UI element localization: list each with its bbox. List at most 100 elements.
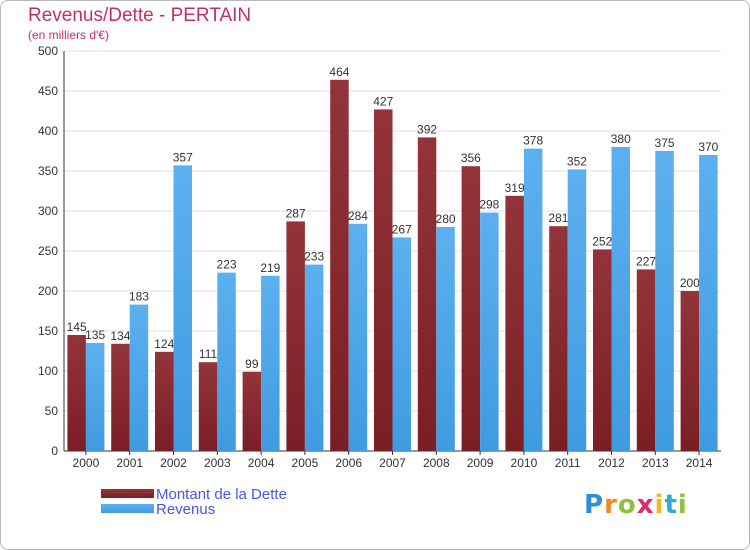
data-label-debt: 124 — [154, 337, 174, 351]
brand-logo-letter: o — [617, 490, 637, 520]
x-tick-label: 2001 — [116, 456, 143, 470]
brand-logo-letter: P — [584, 490, 605, 520]
legend-label-revenue: Revenus — [156, 501, 216, 518]
bar-revenue — [699, 155, 718, 451]
data-label-debt: 356 — [461, 151, 481, 165]
data-label-debt: 134 — [110, 329, 130, 343]
data-label-debt: 252 — [592, 234, 612, 248]
brand-logo: Proxiti — [584, 490, 688, 520]
x-tick-label: 2008 — [423, 456, 450, 470]
brand-logo-letter: i — [677, 490, 688, 520]
data-label-revenue: 223 — [217, 258, 237, 272]
x-tick-label: 2000 — [73, 456, 100, 470]
bar-revenue — [611, 147, 630, 451]
bar-debt — [374, 109, 393, 452]
bar-revenue — [392, 237, 411, 451]
chart-title: Revenus/Dette - PERTAIN — [28, 5, 252, 26]
x-tick-label: 2013 — [642, 456, 669, 470]
data-label-revenue: 375 — [655, 136, 675, 150]
bar-revenue — [173, 165, 192, 451]
bar-debt — [111, 343, 130, 451]
y-tick-label: 200 — [38, 284, 58, 298]
brand-logo-letter: x — [636, 490, 655, 520]
y-tick-label: 400 — [38, 124, 58, 138]
data-label-debt: 145 — [67, 320, 87, 334]
bar-revenue — [655, 151, 674, 451]
legend-swatch-debt — [101, 489, 154, 498]
bar-revenue — [85, 343, 105, 451]
data-label-revenue: 357 — [173, 150, 193, 164]
bar-revenue — [567, 169, 587, 451]
data-label-debt: 464 — [329, 65, 349, 79]
bar-revenue — [261, 275, 280, 451]
bar-debt — [505, 195, 524, 451]
x-tick-label: 2012 — [598, 456, 625, 470]
bar-debt — [549, 226, 568, 451]
bar-debt — [461, 166, 481, 451]
x-tick-label: 2010 — [511, 456, 538, 470]
bar-debt — [417, 137, 437, 451]
x-tick-label: 2002 — [160, 456, 187, 470]
bar-debt — [242, 371, 262, 451]
legend-swatch-revenue — [101, 504, 154, 513]
bar-revenue — [217, 272, 236, 451]
data-label-revenue: 219 — [260, 261, 280, 275]
bar-debt — [198, 362, 218, 451]
bar-debt — [680, 291, 700, 451]
x-tick-label: 2006 — [335, 456, 362, 470]
data-label-debt: 281 — [548, 211, 568, 225]
data-label-debt: 99 — [245, 357, 259, 371]
data-label-revenue: 183 — [129, 290, 149, 304]
y-tick-label: 300 — [38, 204, 58, 218]
data-label-revenue: 298 — [479, 198, 499, 212]
chart-subtitle: (en milliers d'€) — [28, 28, 109, 42]
bar-debt — [67, 335, 86, 451]
x-tick-label: 2007 — [379, 456, 406, 470]
legend-label-debt: Montant de la Dette — [156, 486, 287, 503]
data-label-revenue: 267 — [392, 222, 412, 236]
bar-debt — [286, 221, 305, 451]
data-label-debt: 111 — [199, 347, 218, 361]
x-tick-label: 2011 — [555, 456, 581, 470]
x-tick-label: 2014 — [686, 456, 713, 470]
data-label-debt: 319 — [505, 181, 525, 195]
bar-revenue — [129, 304, 149, 451]
data-label-revenue: 233 — [304, 250, 324, 264]
data-label-revenue: 370 — [698, 140, 718, 154]
data-label-revenue: 284 — [348, 209, 368, 223]
data-label-revenue: 280 — [436, 212, 456, 226]
bar-debt — [155, 351, 174, 451]
bar-revenue — [436, 227, 455, 451]
data-label-debt: 227 — [636, 254, 656, 268]
bar-revenue — [348, 223, 368, 451]
bar-revenue — [523, 148, 543, 451]
y-tick-label: 450 — [38, 84, 58, 98]
data-label-debt: 200 — [680, 276, 700, 290]
bar-debt — [330, 79, 349, 452]
data-label-debt: 427 — [373, 94, 393, 108]
data-label-debt: 287 — [286, 206, 306, 220]
data-label-revenue: 378 — [523, 134, 543, 148]
y-tick-label: 100 — [38, 364, 58, 378]
brand-logo-letter: r — [604, 490, 618, 520]
data-label-revenue: 352 — [567, 154, 587, 168]
bar-revenue — [304, 264, 324, 451]
bar-debt — [636, 269, 656, 451]
bar-revenue — [480, 212, 499, 451]
data-label-revenue: 135 — [85, 328, 105, 342]
x-tick-label: 2004 — [248, 456, 275, 470]
x-tick-label: 2003 — [204, 456, 231, 470]
brand-logo-letter: i — [654, 490, 665, 520]
y-tick-label: 0 — [51, 444, 58, 458]
bar-debt — [593, 249, 612, 451]
y-tick-label: 250 — [38, 244, 58, 258]
x-tick-label: 2009 — [467, 456, 494, 470]
y-tick-label: 150 — [38, 324, 58, 338]
y-tick-label: 50 — [45, 404, 59, 418]
data-label-debt: 392 — [417, 122, 437, 136]
brand-logo-letter: t — [664, 490, 678, 520]
y-tick-label: 500 — [38, 44, 58, 58]
y-tick-label: 350 — [38, 164, 58, 178]
